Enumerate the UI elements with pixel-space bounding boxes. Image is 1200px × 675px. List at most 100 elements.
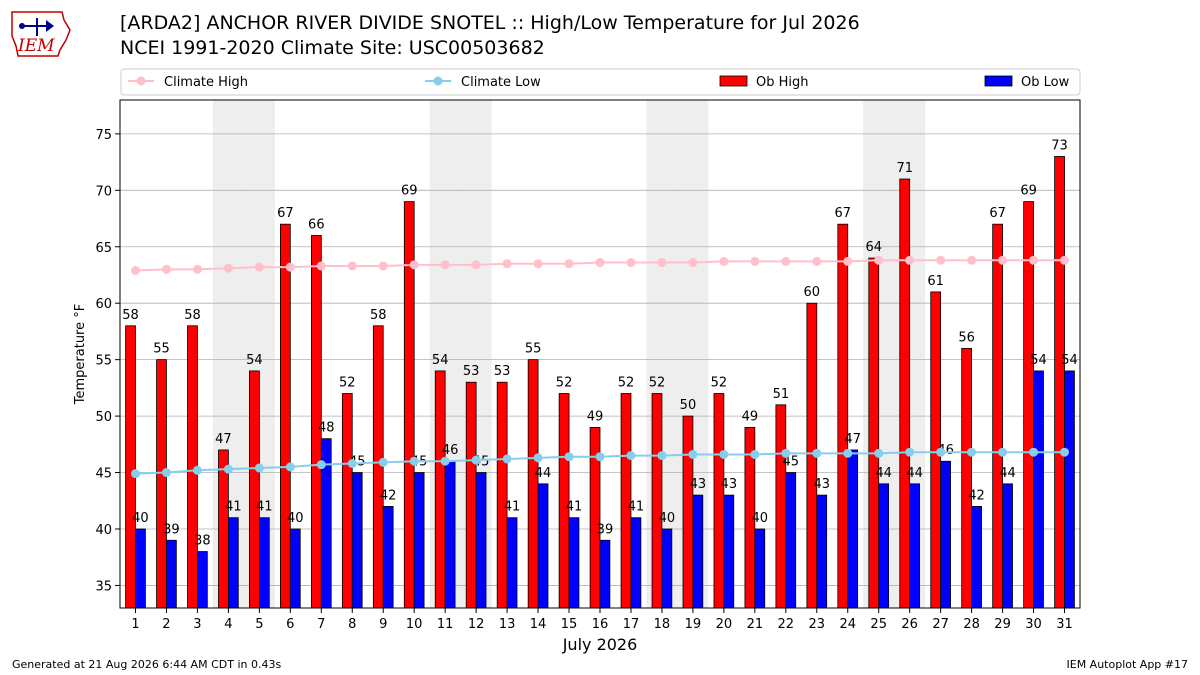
climate-low-point xyxy=(781,448,791,458)
ob-high-label: 49 xyxy=(587,409,604,424)
x-tick-label: 29 xyxy=(994,617,1011,632)
climate-high-point xyxy=(595,258,605,268)
ob-high-label: 71 xyxy=(896,161,913,176)
climate-low-point xyxy=(192,465,202,475)
x-tick-label: 13 xyxy=(499,617,516,632)
x-tick-label: 1 xyxy=(131,617,139,632)
x-tick-label: 9 xyxy=(379,617,387,632)
y-axis-label: Temperature °F xyxy=(73,304,88,405)
x-tick-label: 5 xyxy=(255,617,263,632)
ob-low-bar xyxy=(878,483,890,609)
ob-low-label: 43 xyxy=(813,477,830,492)
y-tick-label: 40 xyxy=(95,523,112,538)
ob-low-label: 41 xyxy=(225,500,242,515)
ob-high-label: 58 xyxy=(370,308,387,323)
ob-high-label: 49 xyxy=(742,409,759,424)
climate-high-point xyxy=(905,255,915,265)
x-tick-label: 10 xyxy=(406,617,423,632)
ob-high-label: 52 xyxy=(339,376,356,391)
x-tick-label: 8 xyxy=(348,617,356,632)
y-tick-label: 50 xyxy=(95,410,112,425)
ob-low-bar xyxy=(568,517,580,609)
x-tick-label: 6 xyxy=(286,617,294,632)
climate-low-point xyxy=(750,449,760,459)
ob-low-bar xyxy=(258,517,270,609)
climate-high-point xyxy=(719,256,729,266)
ob-low-label: 43 xyxy=(690,477,707,492)
ob-low-bar xyxy=(166,539,177,609)
climate-low-point xyxy=(440,456,450,466)
x-tick-label: 30 xyxy=(1025,617,1042,632)
ob-high-label: 67 xyxy=(989,206,1006,221)
ob-high-label: 53 xyxy=(494,364,511,379)
ob-low-label: 54 xyxy=(1061,353,1078,368)
ob-low-label: 45 xyxy=(782,455,799,470)
ob-high-label: 67 xyxy=(277,206,294,221)
climate-high-point xyxy=(378,261,388,271)
ob-high-label: 67 xyxy=(835,206,852,221)
x-tick-label: 15 xyxy=(561,617,578,632)
climate-high-point xyxy=(316,261,326,271)
climate-high-point xyxy=(285,262,295,272)
legend-frame xyxy=(120,68,1081,96)
climate-high-point xyxy=(254,262,264,272)
y-tick-label: 60 xyxy=(95,297,112,312)
x-tick-label: 19 xyxy=(685,617,702,632)
x-tick-label: 20 xyxy=(716,617,733,632)
ob-low-label: 41 xyxy=(504,500,521,515)
ob-low-label: 42 xyxy=(380,488,397,503)
ob-low-label: 41 xyxy=(256,500,273,515)
ob-high-bar xyxy=(651,393,663,609)
climate-high-point xyxy=(998,255,1008,265)
ob-high-label: 51 xyxy=(773,387,790,402)
ob-high-bar xyxy=(837,223,849,609)
ob-low-bar xyxy=(847,449,859,609)
ob-high-label: 69 xyxy=(401,184,418,199)
ob-high-bar xyxy=(218,449,229,609)
y-tick-label: 70 xyxy=(95,184,112,199)
ob-low-label: 44 xyxy=(906,466,923,481)
climate-low-point xyxy=(347,459,357,469)
climate-high-point xyxy=(409,260,419,270)
climate-high-point xyxy=(161,264,171,274)
legend-bar-swatch xyxy=(719,75,748,87)
ob-high-label: 60 xyxy=(804,285,821,300)
climate-high-point xyxy=(750,256,760,266)
x-axis-label: July 2026 xyxy=(562,635,638,654)
climate-high-point xyxy=(812,256,822,266)
ob-high-label: 54 xyxy=(432,353,449,368)
climate-low-point xyxy=(595,452,605,462)
ob-low-label: 41 xyxy=(566,500,583,515)
climate-low-point xyxy=(533,453,543,463)
ob-low-bar xyxy=(475,472,487,609)
climate-low-point xyxy=(161,468,171,478)
ob-low-label: 54 xyxy=(1030,353,1047,368)
ob-low-label: 46 xyxy=(442,443,459,458)
legend: Climate High Climate Low Ob High Ob Low xyxy=(120,68,1081,96)
ob-low-label: 40 xyxy=(287,511,304,526)
legend-bar-swatch xyxy=(984,75,1013,87)
climate-low-point xyxy=(285,462,295,472)
climate-high-point xyxy=(223,263,233,273)
app-credit: IEM Autoplot App #17 xyxy=(1066,658,1189,671)
x-tick-label: 3 xyxy=(193,617,201,632)
climate-low-point xyxy=(998,447,1008,457)
legend-item: Ob Low xyxy=(984,75,1070,90)
legend-item: Climate High xyxy=(128,75,248,90)
x-tick-label: 14 xyxy=(530,617,547,632)
ob-low-label: 44 xyxy=(875,466,892,481)
climate-low-point xyxy=(874,448,884,458)
climate-low-point xyxy=(626,451,636,461)
ob-high-bar xyxy=(682,415,694,609)
ob-low-bar xyxy=(971,505,982,609)
climate-low-point xyxy=(967,447,977,457)
ob-high-bar xyxy=(775,404,787,609)
ob-low-label: 40 xyxy=(752,511,769,526)
x-tick-label: 21 xyxy=(747,617,764,632)
ob-low-label: 48 xyxy=(318,421,335,436)
ob-high-label: 56 xyxy=(958,330,975,345)
ob-high-label: 52 xyxy=(556,376,573,391)
x-tick-label: 11 xyxy=(437,617,454,632)
climate-high-point xyxy=(347,261,357,271)
